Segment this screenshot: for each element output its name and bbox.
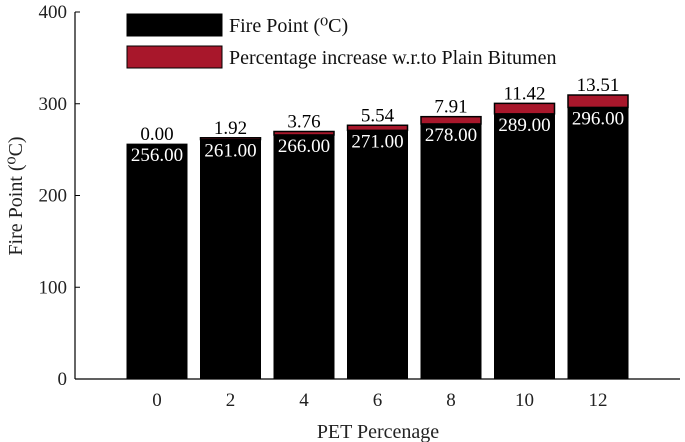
y-tick-label-100: 100 [39,277,68,298]
bar-percentage-8 [420,115,482,125]
data-label-fire-point-4: 266.00 [278,136,330,157]
bar-fire-point-0 [126,143,188,380]
data-label-percentage-2: 1.92 [214,118,247,139]
bar-percentage-10 [493,102,556,115]
data-label-percentage-8: 7.91 [434,97,467,118]
bar-fire-point-2 [200,139,261,380]
data-label-percentage-6: 5.54 [361,105,395,126]
x-ticks-group: 0 2 4 6 8 10 12 [152,374,608,411]
bars-group [126,94,629,380]
legend: Fire Point (⁰C) Percentage increase w.r.… [126,13,557,69]
legend-swatch-percentage [126,45,223,69]
data-label-percentage-12: 13.51 [577,75,620,96]
data-label-fire-point-8: 278.00 [425,125,477,146]
bar-labels-group: 256.000.00 261.001.92 266.00 3.76 271.00 5.54… [131,75,624,166]
bar-fire-point-10 [494,113,555,380]
data-label-fire-point-10: 289.00 [498,115,550,136]
x-tick-label-12: 12 [589,390,608,411]
x-axis-title: PET Percenage [317,421,439,442]
y-tick-label-200: 200 [39,186,68,207]
bar-fire-point-6 [347,129,408,380]
y-axis-title: Fire Point (⁰C) [5,136,27,255]
bar-percentage-6 [346,124,409,132]
bar-percentage-4 [273,130,335,136]
x-tick-label-8: 8 [446,390,456,411]
legend-label-percentage: Percentage increase w.r.to Plain Bitumen [229,47,557,69]
data-label-fire-point-0: 256.00 [131,145,183,166]
x-tick-label-2: 2 [226,390,236,411]
data-label-percentage-10: 11.42 [503,83,545,104]
legend-swatch-fire-point [126,13,223,37]
bar-fire-point-12 [567,106,629,380]
y-ticks-group: 0 100 200 300 400 [39,2,80,390]
y-tick-label-300: 300 [39,94,68,115]
bar-fire-point-4 [273,134,335,380]
bar-fire-point-8 [420,123,482,380]
x-tick-label-10: 10 [515,390,534,411]
bar-percentage-12 [567,94,629,109]
data-label-percentage-4: 3.76 [287,111,320,132]
data-label-percentage-0: 0.00 [140,124,173,145]
x-tick-label-0: 0 [152,390,162,411]
bar-percentage-2 [199,137,262,141]
x-tick-label-4: 4 [299,390,309,411]
y-tick-label-400: 400 [39,2,68,23]
data-label-fire-point-6: 271.00 [351,131,403,152]
x-tick-label-6: 6 [373,390,383,411]
data-label-fire-point-2: 261.00 [204,141,256,162]
legend-label-fire-point: Fire Point (⁰C) [229,15,348,37]
data-label-fire-point-12: 296.00 [572,108,624,129]
y-tick-label-0: 0 [58,369,68,390]
